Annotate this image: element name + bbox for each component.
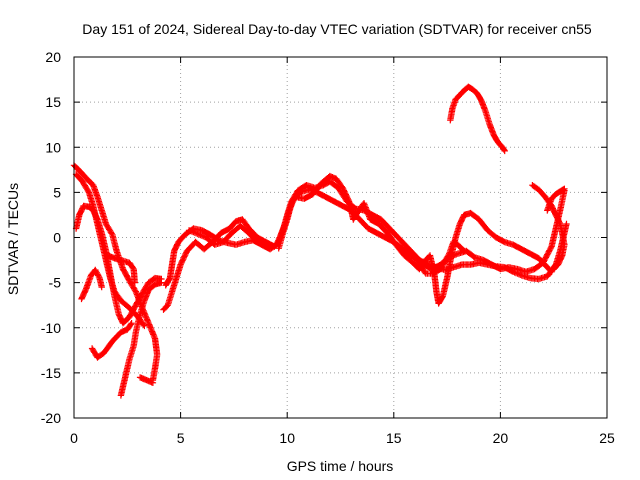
series-track-d: [78, 266, 105, 303]
series-markers: [104, 252, 138, 286]
y-tick-label: 20: [45, 49, 61, 65]
series-markers: [72, 202, 165, 327]
series-track-h: [136, 374, 157, 386]
y-tick-label: -10: [41, 320, 61, 336]
series-track-c: [72, 202, 165, 327]
x-tick-label: 5: [177, 430, 185, 446]
x-tick-label: 25: [599, 430, 615, 446]
series-markers: [447, 83, 508, 155]
series-markers: [185, 222, 270, 250]
y-tick-label: -20: [41, 410, 61, 426]
series-markers: [529, 182, 568, 273]
y-tick-label: 0: [53, 230, 61, 246]
y-tick-label: 10: [45, 139, 61, 155]
series-track-p: [544, 185, 568, 214]
x-tick-label: 0: [70, 430, 78, 446]
series-track-m: [409, 238, 468, 277]
series-markers: [117, 279, 165, 399]
series-track-n: [447, 83, 508, 155]
series-track-f: [117, 279, 165, 399]
y-tick-label: 5: [53, 184, 61, 200]
y-tick-label: 15: [45, 94, 61, 110]
y-tick-label: -5: [49, 275, 62, 291]
series-markers: [70, 162, 161, 384]
y-tick-label: -15: [41, 365, 61, 381]
series-markers: [409, 238, 468, 277]
x-tick-label: 20: [493, 430, 509, 446]
series-markers: [136, 374, 157, 386]
y-axis-title: SDTVAR / TECUs: [5, 183, 21, 295]
series-markers: [544, 185, 568, 214]
axis-ticks: 0 5 10 15 20 25 -20 -15 -10 -5 0 5 10 15 20: [41, 49, 615, 446]
x-axis-title: GPS time / hours: [287, 458, 394, 474]
series-markers: [88, 320, 135, 361]
x-tick-label: 10: [279, 430, 295, 446]
x-tick-label: 15: [386, 430, 402, 446]
series-track-o: [529, 182, 568, 273]
series-track-g: [104, 252, 138, 286]
series-markers: [78, 266, 105, 303]
series-track-e: [88, 320, 135, 361]
series-track-a: [70, 162, 161, 384]
chart-title: Day 151 of 2024, Sidereal Day-to-day VTE…: [82, 21, 592, 37]
data-series: [70, 83, 570, 399]
series-track-k: [185, 222, 270, 250]
